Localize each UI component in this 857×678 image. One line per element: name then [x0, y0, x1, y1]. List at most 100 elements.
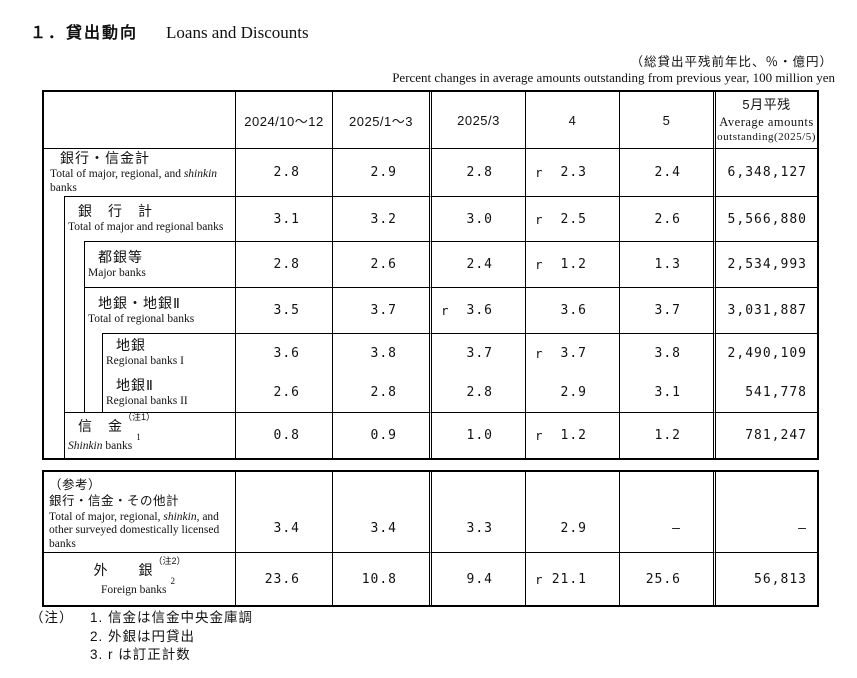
value-cell: 2.6	[619, 196, 713, 241]
label-text: 地銀Ⅱ	[116, 376, 154, 393]
value-cell: 3.2	[332, 196, 429, 241]
value-cell: 3.7	[429, 333, 525, 372]
amount-header-en: outstanding(2025/5)	[717, 131, 816, 144]
value-text: 1.2	[654, 428, 681, 443]
amount-text: 541,778	[745, 384, 807, 400]
value-cell: 3.5	[235, 287, 332, 333]
value-cell: 3.8	[619, 333, 713, 372]
value-text: 10.8	[361, 571, 397, 587]
value-cell: 3.8	[332, 333, 429, 372]
value-text: 2.8	[466, 165, 493, 180]
value-text: 3.2	[370, 211, 397, 227]
row-label-en: Shinkin banks1	[68, 432, 235, 454]
loans-main-table: 2024/10～12 2025/1～3 2025/3 4 5 5月平残 Average am…	[42, 90, 819, 460]
value-cell: 2.8	[332, 372, 429, 412]
value-text: 2.3	[560, 165, 587, 180]
revision-mark: r	[535, 428, 543, 443]
amount-cell: 56,813	[713, 552, 817, 605]
value-text: 23.6	[264, 571, 300, 587]
value-cell: 2.8	[429, 372, 525, 412]
value-cell: 2.9	[525, 372, 619, 412]
value-text: 9.4	[466, 571, 493, 587]
value-cell: 2.4	[619, 148, 713, 196]
value-text: 2.9	[560, 521, 587, 536]
row-label-jp: 都銀等	[98, 248, 235, 266]
value-cell: 3.1	[235, 196, 332, 241]
revision-mark: r	[441, 303, 449, 318]
label-text: Total of regional banks	[88, 312, 195, 325]
value-cell: 1.0	[429, 412, 525, 458]
amount-text: 781,247	[745, 428, 807, 443]
value-cell: 2.8	[235, 148, 332, 196]
value-cell: 0.9	[332, 412, 429, 458]
footnote-line: （注） 1. 信金は信金中央金庫調	[30, 609, 253, 628]
value-cell: r 21.1	[525, 552, 619, 605]
row-label: 都銀等 Major banks	[44, 241, 235, 287]
amount-cell: 6,348,127	[713, 148, 817, 196]
row-label-en: Foreign banks2	[101, 576, 178, 598]
col-header: 4	[525, 92, 619, 148]
value-text: 3.3	[466, 521, 493, 536]
value-text: 2.9	[560, 384, 587, 400]
row-label-jp: 外 銀（注2）	[93, 556, 185, 579]
value-cell: 3.4	[332, 472, 429, 552]
value-text: 0.8	[273, 428, 300, 443]
value-text: 21.1	[551, 571, 587, 587]
row-label-en: Regional banks I	[106, 355, 235, 369]
value-text: 3.0	[466, 211, 493, 227]
page-title-en: Loans and Discounts	[166, 23, 309, 42]
col-header: 2024/10～12	[235, 92, 332, 148]
value-text: 2.6	[273, 384, 300, 400]
amount-text: 3,031,887	[727, 303, 807, 318]
value-cell: 23.6	[235, 552, 332, 605]
value-text: 3.7	[466, 345, 493, 361]
value-text: 3.1	[654, 384, 681, 400]
value-cell: r 3.6	[429, 287, 525, 333]
value-cell: 2.9	[332, 148, 429, 196]
value-cell: 2.8	[429, 148, 525, 196]
row-label-en: Total of major and regional banks	[68, 221, 235, 235]
value-text: 3.1	[273, 211, 300, 227]
col-header-amount: 5月平残 Average amounts outstanding(2025/5)	[713, 92, 817, 148]
label-note-sup: （注1）	[123, 411, 156, 422]
row-label-en: Total of regional banks	[88, 313, 235, 327]
row-label-jp: 地銀・地銀Ⅱ	[98, 294, 235, 312]
value-text: 2.8	[273, 165, 300, 180]
value-cell: 2.4	[429, 241, 525, 287]
row-label: 地銀 Regional banks I	[44, 333, 235, 372]
value-cell: r 1.2	[525, 241, 619, 287]
row-label-en: Major banks	[88, 267, 235, 281]
value-text: 1.0	[466, 428, 493, 443]
value-cell: 2.6	[332, 241, 429, 287]
unit-caption-en: Percent changes in average amounts outst…	[392, 70, 835, 85]
value-text: 3.6	[560, 303, 587, 318]
value-cell: 25.6	[619, 552, 713, 605]
footnote-line: 2. 外銀は円貸出	[90, 628, 196, 644]
label-text: 銀行・信金計	[60, 150, 150, 167]
value-text: 3.7	[560, 345, 587, 361]
unit-caption-jp: （総貸出平残前年比、％・億円）	[630, 55, 833, 69]
label-text: 銀 行 計	[78, 203, 153, 219]
revision-mark: r	[535, 345, 543, 361]
row-label: 銀行・信金計 Total of major, regional, and shin…	[44, 148, 235, 196]
footnote-line: 3. r は訂正計数	[90, 647, 191, 662]
value-cell: 3.6	[235, 333, 332, 372]
label-text: Regional banks II	[106, 394, 188, 407]
value-text: 3.7	[370, 303, 397, 318]
row-label: 銀 行 計 Total of major and regional banks	[44, 196, 235, 241]
value-cell: r 2.3	[525, 148, 619, 196]
label-text: , and other surveyed domestically licens…	[49, 510, 220, 551]
value-text: 3.5	[273, 303, 300, 318]
row-label-jp: 信 金（注1）	[78, 412, 235, 435]
value-text: 2.4	[654, 165, 681, 180]
value-text: 2.5	[560, 211, 587, 227]
row-label-jp: 銀行・信金・その他計	[49, 493, 235, 509]
value-cell: 0.8	[235, 412, 332, 458]
amount-cell: 2,534,993	[713, 241, 817, 287]
amount-cell: —	[713, 472, 817, 552]
label-note-sup: 1	[136, 431, 141, 442]
value-text: 3.8	[370, 345, 397, 361]
amount-header-en: Average amounts	[719, 115, 814, 130]
value-cell: 3.3	[429, 472, 525, 552]
